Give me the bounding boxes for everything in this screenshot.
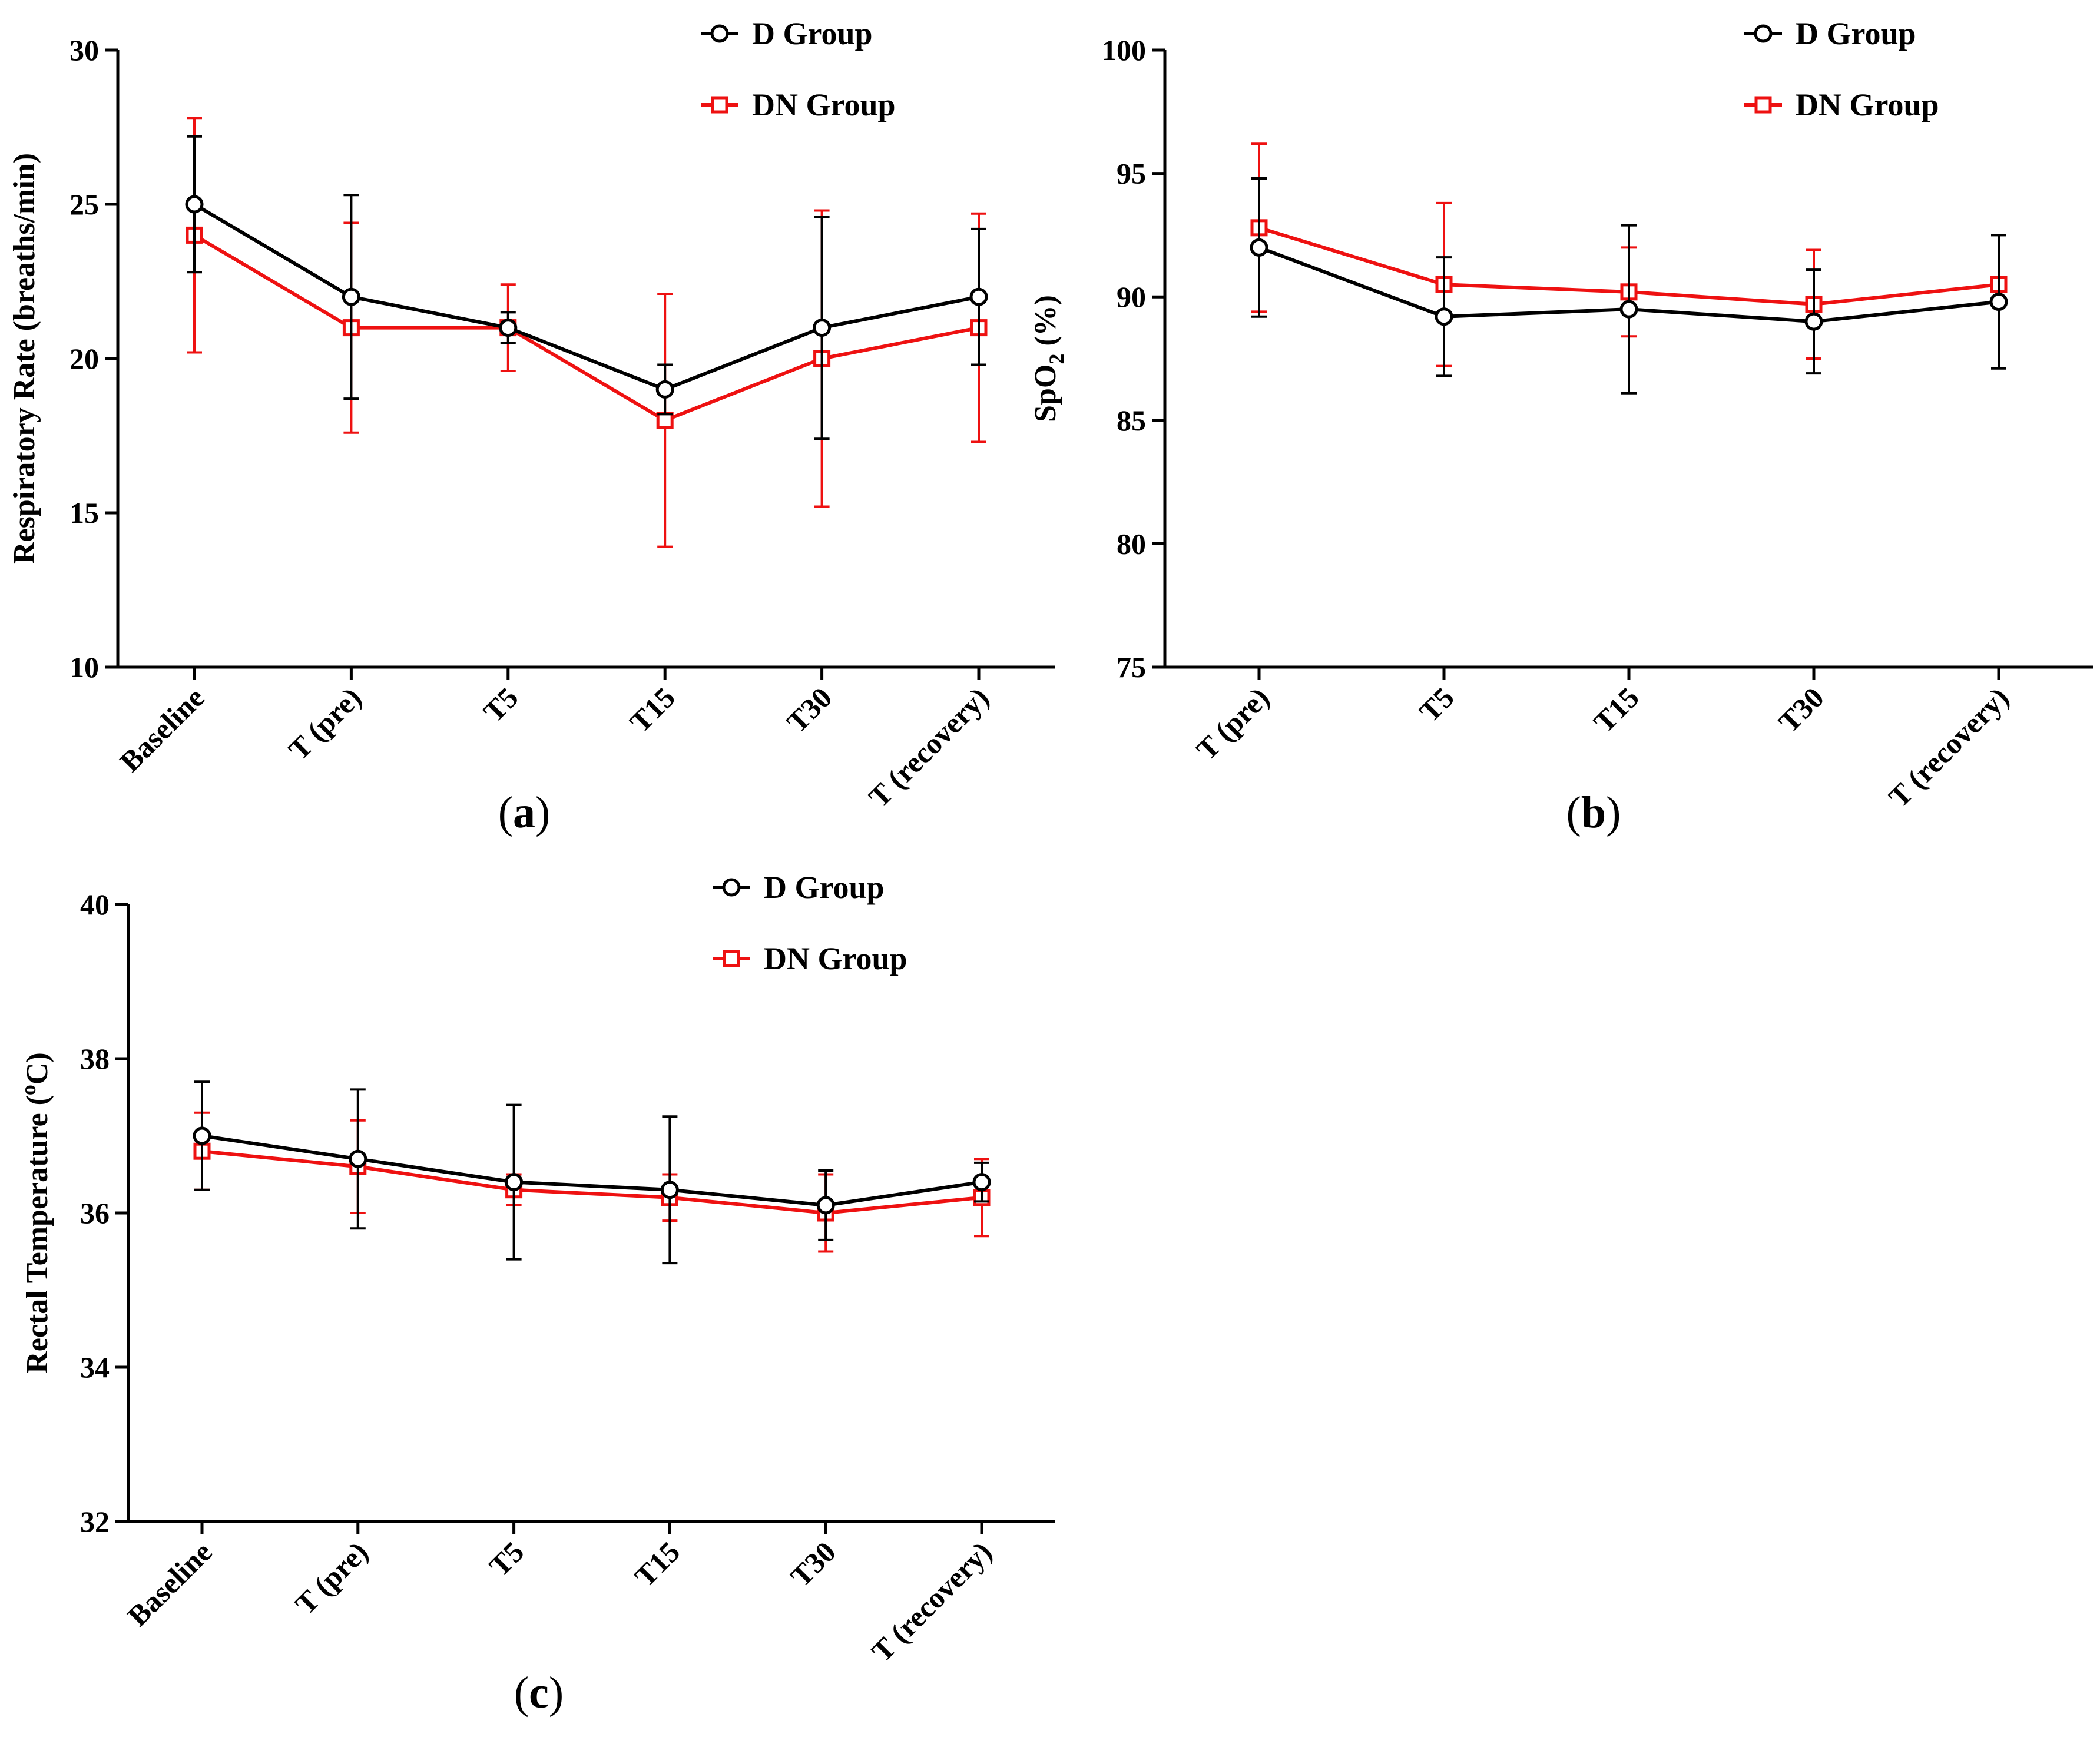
x-tick-label: Baseline [121,1535,218,1632]
legend-entry-d-group: D Group [701,16,873,51]
x-tick-label: T (pre) [289,1535,374,1620]
y-tick-label: 85 [1117,404,1146,437]
series-line [193,233,979,422]
data-point [656,412,674,429]
series-d-group [193,1080,991,1265]
y-tick-label: 80 [1117,527,1146,560]
series-d-group [185,135,988,440]
series-line [193,203,979,392]
y-axis-label: Respiratory Rate (breaths/min) [8,153,41,564]
panel-label-letter: a [513,788,535,837]
y-tick-label: 25 [69,188,99,221]
x-tick-label: T15 [1587,681,1645,739]
x-tick-label: T30 [780,681,839,739]
x-tick-label: T30 [1772,681,1830,739]
x-tick-label: T (recovery) [1882,681,2015,814]
data-point [499,319,518,337]
legend-entry-d-group: D Group [713,870,885,905]
legend-label: DN Group [1796,87,1939,122]
y-axis-label-sup: o [16,1085,40,1095]
legend-entry-dn-group: DN Group [701,87,896,122]
y-tick-label: 30 [69,34,99,67]
panel-label: (a) [498,788,551,837]
x-tick-label: T (pre) [1190,681,1275,766]
panel-label-letter: c [529,1668,549,1718]
data-point [1619,300,1638,319]
x-tick-label: T5 [1413,681,1460,728]
y-tick-label: 100 [1102,34,1146,67]
data-point [1435,307,1453,326]
y-tick-label: 34 [80,1351,110,1384]
legend-marker [723,950,740,967]
series-dn-group [186,117,988,548]
y-tick-label: 95 [1117,157,1146,190]
chart-c: 32 34 36 38 40 Baseline T (pre) T5 T15 T30 T (reco… [16,870,1055,1718]
panel-label: (b) [1566,788,1621,837]
y-axis-label-main: SpO [1029,364,1062,422]
y-tick-label: 38 [80,1042,110,1075]
y-tick-label: 32 [80,1505,110,1538]
data-point [1989,293,2008,311]
data-point [505,1173,524,1192]
chart-a: 10 15 20 25 30 Baseline T (pre) T5 T15 T30 T (reco… [8,16,1055,837]
y-tick-label: 10 [69,651,99,684]
data-point [185,195,204,214]
panel-label-letter: b [1581,788,1606,837]
chart-b: 75 80 85 90 95 100 T (pre) T5 T15 T30 T (recovery)… [1029,16,2093,837]
y-axis-label: Rectal Temperature (oC) [16,1052,54,1374]
data-point [816,1196,835,1215]
data-point [813,319,832,337]
x-tick-label: T (recovery) [862,681,995,814]
series-line [201,1149,982,1215]
x-tick-label: T30 [784,1535,842,1593]
panel-label: (c) [514,1668,564,1718]
x-tick-label: T5 [483,1535,531,1583]
legend-entry-dn-group: DN Group [713,941,907,976]
legend-entry-d-group: D Group [1744,16,1916,51]
data-point [342,287,360,306]
legend-marker [1754,96,1772,114]
y-tick-label: 15 [69,496,99,529]
y-tick-label: 90 [1117,280,1146,313]
series-line [201,1134,982,1207]
y-tick-label: 40 [80,888,110,921]
y-axis-label-tail: (%) [1029,295,1062,354]
y-axis-label-main: Rectal Temperature ( [21,1095,54,1374]
x-tick-label: T (recovery) [865,1535,998,1668]
series-dn-group [193,1111,991,1253]
y-tick-label: 20 [69,342,99,375]
legend-entry-dn-group: DN Group [1744,87,1939,122]
x-tick-label: T15 [623,681,681,739]
data-point [349,1149,367,1168]
data-point [655,380,674,399]
x-tick-label: Baseline [113,681,210,778]
legend-marker [710,24,729,43]
data-point [969,287,988,306]
legend-marker [722,878,741,897]
legend-label: D Group [1796,16,1916,51]
data-point [1250,238,1268,257]
x-tick-label: T15 [628,1535,687,1593]
series-d-group [1250,177,2008,395]
legend-marker [711,96,728,114]
x-tick-label: T (pre) [282,681,367,766]
legend-marker [1754,24,1773,43]
y-axis-label-sub: 2 [1045,354,1068,364]
data-point [972,1173,991,1192]
legend-label: D Group [764,870,885,905]
y-axis-label-tail: C) [21,1052,54,1085]
y-axis-label: SpO2 (%) [1029,295,1068,422]
legend-label: DN Group [752,87,896,122]
x-tick-label: T5 [477,681,525,728]
data-point [660,1181,679,1199]
legend-label: DN Group [764,941,907,976]
y-tick-label: 75 [1117,651,1146,684]
data-point [193,1126,211,1145]
y-tick-label: 36 [80,1196,110,1229]
data-point [1804,312,1823,331]
legend-label: D Group [752,16,873,51]
